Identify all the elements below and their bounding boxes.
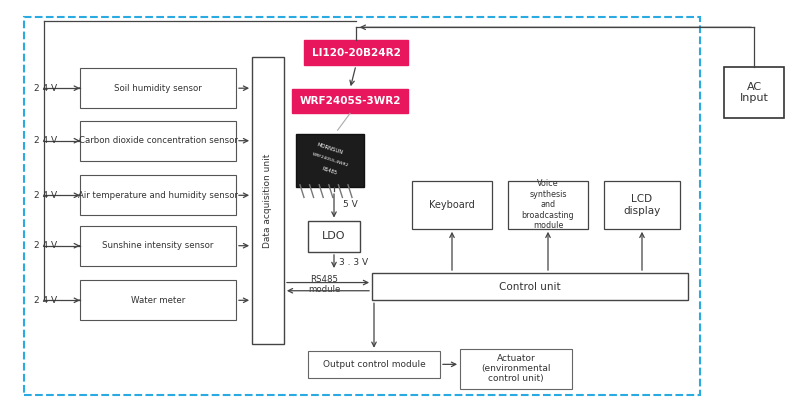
- Text: MORNSUN: MORNSUN: [316, 142, 344, 155]
- Bar: [80, 68, 236, 108]
- Bar: [412, 181, 492, 229]
- Bar: [724, 67, 784, 118]
- Bar: [304, 40, 408, 65]
- Text: LDO: LDO: [322, 231, 346, 241]
- Text: AC
Input: AC Input: [739, 81, 769, 103]
- Bar: [80, 176, 236, 215]
- Bar: [292, 89, 408, 113]
- Text: 2 4 V: 2 4 V: [34, 241, 57, 250]
- Bar: [252, 57, 284, 344]
- Text: Soil humidity sensor: Soil humidity sensor: [114, 84, 202, 93]
- Text: Water meter: Water meter: [131, 296, 185, 305]
- Bar: [296, 134, 364, 187]
- Bar: [372, 273, 688, 300]
- Bar: [24, 17, 700, 395]
- Text: Output control module: Output control module: [322, 360, 426, 369]
- Text: Actuator
(environmental
control unit): Actuator (environmental control unit): [482, 354, 550, 383]
- Text: 5 V: 5 V: [342, 200, 358, 209]
- Text: Sunshine intensity sensor: Sunshine intensity sensor: [102, 241, 214, 250]
- Text: WRF2405S-4WR2: WRF2405S-4WR2: [311, 152, 349, 167]
- Text: RS485
module: RS485 module: [308, 275, 340, 294]
- Bar: [80, 121, 236, 161]
- Text: RS485: RS485: [322, 166, 338, 176]
- Text: Carbon dioxide concentration sensor: Carbon dioxide concentration sensor: [78, 136, 238, 145]
- Text: LCD
display: LCD display: [623, 194, 661, 215]
- Bar: [460, 349, 572, 388]
- Text: LI120-20B24R2: LI120-20B24R2: [311, 47, 401, 58]
- Text: 2 4 V: 2 4 V: [34, 296, 57, 305]
- Text: 2 4 V: 2 4 V: [34, 191, 57, 200]
- Text: 2 4 V: 2 4 V: [34, 84, 57, 93]
- Text: 3 . 3 V: 3 . 3 V: [339, 258, 369, 267]
- Bar: [308, 220, 360, 252]
- Text: Data acquisition unit: Data acquisition unit: [263, 153, 273, 248]
- Bar: [80, 226, 236, 266]
- Text: Air temperature and humidity sensor: Air temperature and humidity sensor: [78, 191, 238, 200]
- Bar: [80, 281, 236, 320]
- Text: Voice
synthesis
and
broadcasting
module: Voice synthesis and broadcasting module: [522, 179, 574, 230]
- Text: 2 4 V: 2 4 V: [34, 136, 57, 145]
- Text: Control unit: Control unit: [499, 282, 561, 291]
- Text: WRF2405S-3WR2: WRF2405S-3WR2: [299, 96, 401, 106]
- Bar: [604, 181, 680, 229]
- Bar: [508, 181, 588, 229]
- Text: Keyboard: Keyboard: [429, 200, 475, 210]
- Bar: [308, 351, 440, 378]
